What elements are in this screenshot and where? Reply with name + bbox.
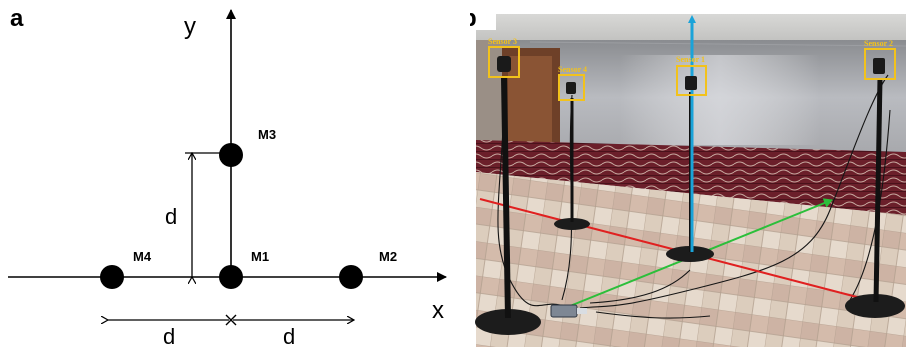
mic-m3-label: M3 (258, 127, 276, 142)
sensor-4-mic (566, 82, 576, 94)
right-dimension-label: d (283, 324, 295, 347)
panel-a-schematic: a x y d d d M1 M2 M3 M4 (8, 5, 447, 347)
sensor-1-box (676, 65, 707, 96)
mic-m1-dot (219, 265, 243, 289)
mic-m4-dot (100, 265, 124, 289)
panel-b-letter: b (470, 5, 477, 32)
mic-m1-label: M1 (251, 249, 269, 264)
sensor-3-label: Sensor 3 (488, 37, 517, 46)
sensor-3-mic (497, 56, 511, 72)
mic-m2-label: M2 (379, 249, 397, 264)
y-axis-label: y (184, 13, 196, 40)
sensor-4-label: Sensor 4 (558, 65, 587, 74)
sensor-2-label: Sensor 2 (864, 39, 893, 48)
x-axis-label: x (432, 297, 444, 324)
wall-ceiling-edge (529, 41, 906, 47)
panel-b-letter-bg (470, 0, 496, 30)
stand-base-sensor-3 (475, 309, 541, 335)
panel-a-letter: a (10, 5, 24, 32)
mic-m3-dot (219, 143, 243, 167)
recorder-connector (577, 308, 587, 314)
stand-base-sensor-2 (845, 294, 905, 318)
recorder-device (550, 304, 578, 318)
sensor-3-box (488, 46, 520, 78)
panel-b-photo: Sensor 3 Sensor 4 Sensor 1 Sensor 2 b (470, 0, 906, 347)
sensor-2-box (864, 48, 896, 80)
stand-pole-sensor-3 (501, 77, 511, 319)
stand-base-sensor-4 (554, 218, 590, 230)
sensor-4-box (558, 74, 585, 101)
door-panel (508, 56, 552, 153)
sensor-1-mic (685, 76, 697, 90)
stand-pole-sensor-2 (873, 77, 883, 303)
mic-m2-dot (339, 265, 363, 289)
sensor-2-mic (873, 58, 885, 74)
dimension-cross-mark (225, 314, 237, 326)
vertical-dimension-label: d (165, 204, 177, 229)
wall-light-glow (620, 55, 820, 145)
left-dimension-label: d (163, 324, 175, 347)
sensor-1-label: Sensor 1 (676, 55, 705, 64)
mic-m4-label: M4 (133, 249, 152, 264)
stand-base-sensor-1 (666, 246, 714, 262)
